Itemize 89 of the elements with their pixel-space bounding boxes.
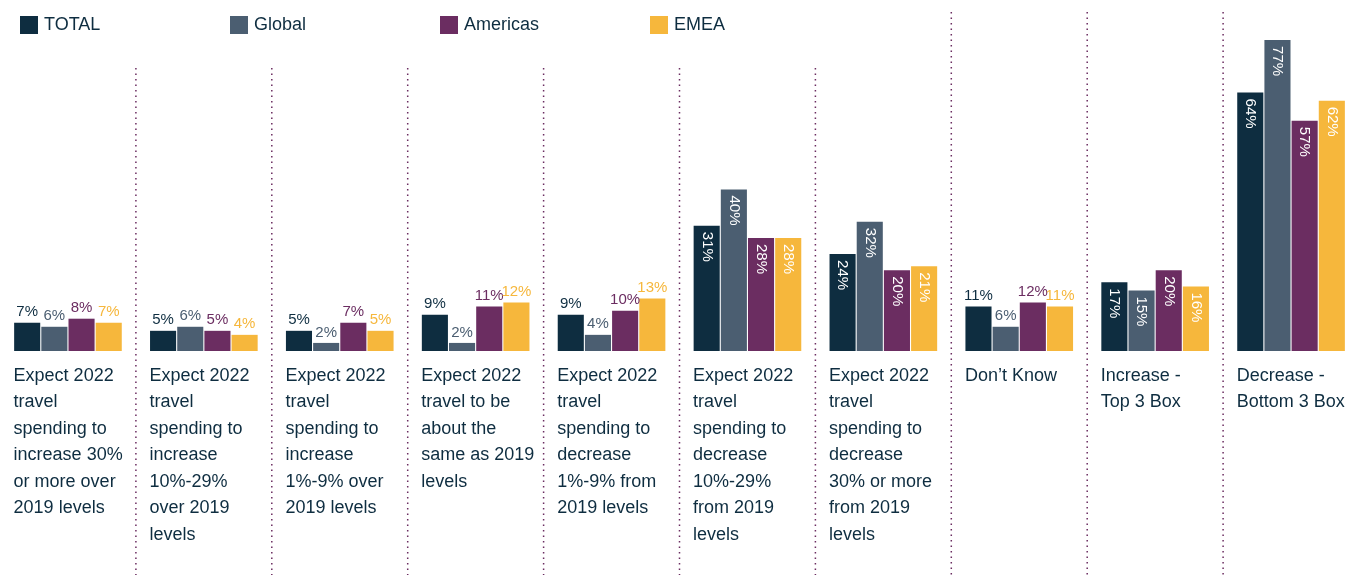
data-label: 15% <box>1134 296 1152 327</box>
bar <box>41 326 68 351</box>
data-label: 16% <box>1188 292 1206 323</box>
bar <box>1046 306 1074 351</box>
x-tick-label: Expect 2022 travel spending to increase 1%-9% over 2019 levels <box>285 364 386 518</box>
bar <box>1237 92 1264 351</box>
bar <box>883 270 910 351</box>
bar <box>313 342 340 351</box>
bar <box>720 189 747 351</box>
data-label: 24% <box>835 260 853 291</box>
x-tick-label: Expect 2022 travel spending to increase 30% or more over 2019 levels <box>13 364 123 518</box>
legend-label: Americas <box>464 14 540 35</box>
data-label: 2% <box>315 322 337 340</box>
x-tick-label: Don’t Know <box>964 364 1058 385</box>
legend-label: EMEA <box>674 14 726 35</box>
data-label: 11% <box>964 286 993 304</box>
x-tick-label: Expect 2022 travel spending to decrease 10%-29% from 2019 levels <box>693 364 794 544</box>
bar <box>992 326 1019 351</box>
bar <box>1019 302 1046 351</box>
bar <box>177 326 204 351</box>
data-label: 6% <box>179 306 202 324</box>
data-label: 11% <box>474 286 504 304</box>
legend-label: TOTAL <box>44 14 101 35</box>
data-label: 62% <box>1324 106 1342 137</box>
bar <box>1155 270 1182 351</box>
data-label: 40% <box>726 195 744 226</box>
data-label: 5% <box>288 310 310 328</box>
x-tick-label: Expect 2022 travel spending to decrease 30% or more from 2019 levels <box>828 364 933 544</box>
bar <box>639 298 666 351</box>
data-label: 31% <box>699 231 717 262</box>
data-label: 4% <box>587 314 609 332</box>
data-label: 57% <box>1297 126 1315 157</box>
data-label: 8% <box>70 298 93 316</box>
bar <box>775 237 802 351</box>
bar <box>1318 100 1345 351</box>
bar <box>829 254 856 351</box>
bar <box>476 306 503 351</box>
data-label: 7% <box>16 302 39 320</box>
bar <box>1291 120 1318 351</box>
x-tick-label: Expect 2022 travel spending to decrease 1%-9% from 2019 levels <box>557 364 658 518</box>
data-label: 32% <box>862 227 880 258</box>
data-label: 21% <box>916 272 934 303</box>
data-label: 77% <box>1270 46 1288 77</box>
data-label: 7% <box>97 302 120 320</box>
data-label: 7% <box>342 302 365 320</box>
x-tick-label: Expect 2022 travel spending to increase 10%-29% over 2019 levels <box>149 364 250 544</box>
data-label: 12% <box>1017 282 1048 300</box>
bar <box>1264 40 1291 351</box>
bar <box>68 318 95 351</box>
data-label: 9% <box>559 294 582 312</box>
bar <box>911 266 938 351</box>
bar <box>367 330 394 351</box>
bar <box>204 330 231 351</box>
x-tick-label: Expect 2022 travel to be about the same as 2019 levels <box>421 364 535 491</box>
data-label: 2% <box>451 322 473 340</box>
bar <box>503 302 530 351</box>
bar <box>557 314 584 351</box>
bar <box>747 237 775 351</box>
data-label: 5% <box>152 310 174 328</box>
x-tick-label: Increase - Top 3 Box <box>1100 364 1181 412</box>
bar <box>14 322 41 351</box>
bar <box>150 330 177 351</box>
bar <box>340 322 367 351</box>
bar <box>856 221 883 351</box>
bar <box>231 334 258 351</box>
bar <box>95 322 122 351</box>
x-tick-label: Decrease - Bottom 3 Box <box>1236 364 1345 412</box>
data-label: 20% <box>1161 276 1179 307</box>
data-label: 6% <box>994 306 1017 324</box>
bar <box>965 306 992 351</box>
bar <box>693 225 720 351</box>
data-label: 20% <box>889 276 907 307</box>
data-label: 5% <box>206 310 229 328</box>
bar <box>1182 286 1209 351</box>
bar <box>449 342 476 351</box>
bar <box>584 334 612 351</box>
legend-label: Global <box>254 14 307 35</box>
data-label: 28% <box>753 243 771 274</box>
data-label: 64% <box>1243 98 1261 129</box>
data-label: 9% <box>424 294 446 312</box>
data-label: 4% <box>233 314 256 332</box>
data-label: 28% <box>781 243 799 274</box>
data-label: 6% <box>43 306 66 324</box>
bar <box>285 330 313 351</box>
bar <box>1101 282 1128 351</box>
data-label: 5% <box>369 310 392 328</box>
bar <box>612 310 639 351</box>
bar <box>421 314 448 351</box>
data-label: 17% <box>1107 288 1125 319</box>
